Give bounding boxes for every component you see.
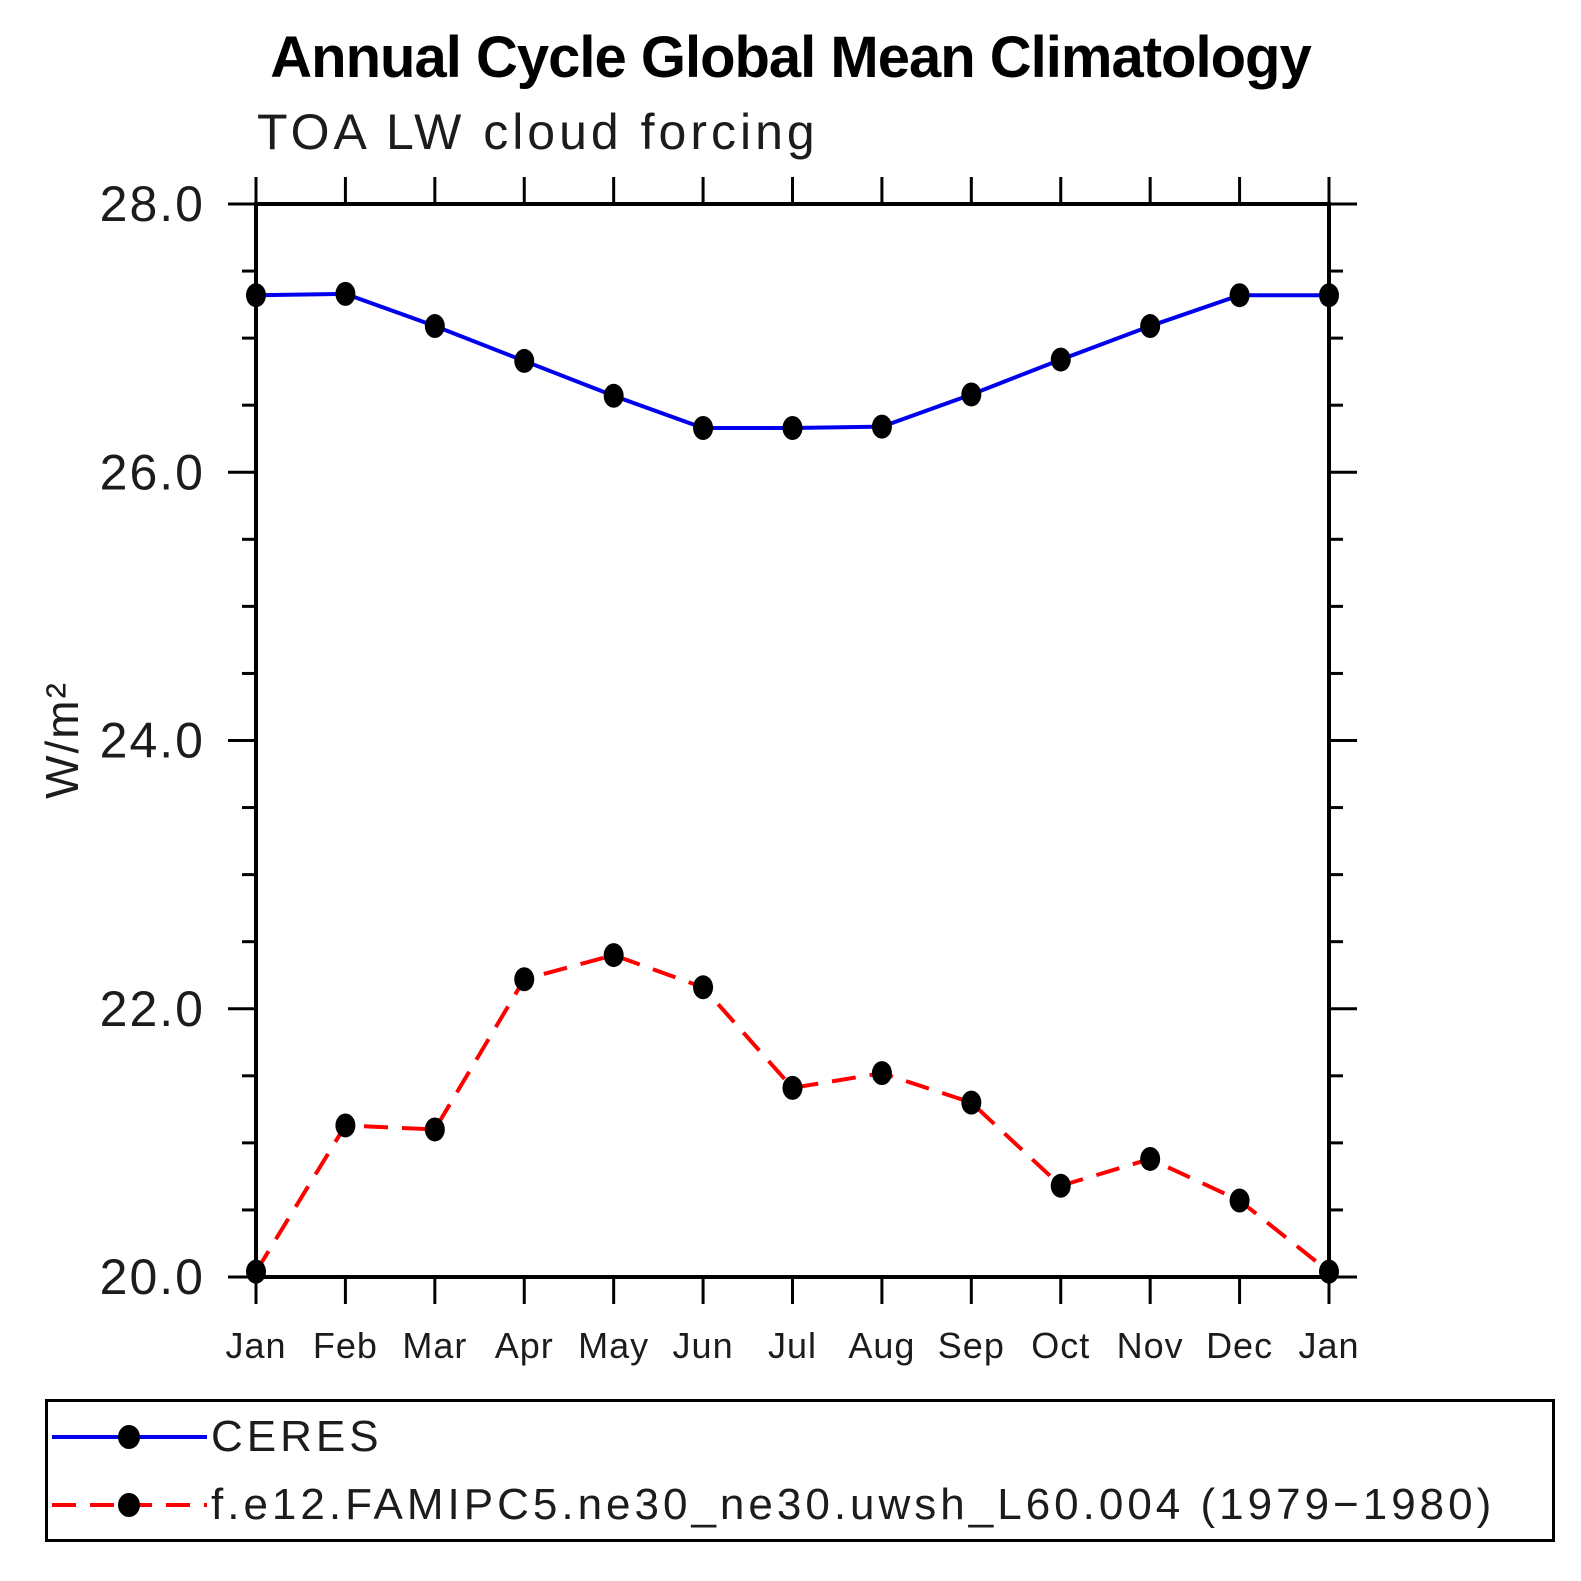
data-point-marker — [961, 1090, 982, 1115]
x-tick-label: Mar — [402, 1325, 467, 1366]
x-tick-label: Sep — [938, 1325, 1005, 1366]
x-tick-label: Apr — [495, 1325, 554, 1366]
y-tick-label: 28.0 — [100, 176, 205, 232]
x-tick-label: Dec — [1206, 1325, 1273, 1366]
y-tick-labels: 20.0 22.0 24.0 26.0 28.0 — [100, 176, 205, 1305]
data-point-marker — [514, 967, 535, 992]
data-point-marker — [335, 1113, 356, 1138]
series-ceres — [246, 281, 1339, 440]
x-tick-labels: Jan Feb Mar Apr May Jun Jul Aug Sep Oct Nov Dec Jan — [225, 1325, 1359, 1366]
data-point-marker — [424, 314, 445, 339]
data-point-marker — [1050, 347, 1071, 372]
series-model — [246, 943, 1339, 1284]
data-point-marker — [1229, 283, 1250, 308]
series-line — [254, 953, 1331, 1274]
data-point-marker — [1319, 1259, 1339, 1284]
legend-marker — [118, 1492, 140, 1517]
data-point-marker — [693, 975, 714, 1000]
legend-swatch-dashed-line — [52, 1492, 207, 1517]
legend-swatch-solid-line — [52, 1424, 207, 1449]
data-point-marker — [603, 383, 624, 408]
legend-marker — [118, 1424, 140, 1449]
data-point-marker — [693, 415, 714, 440]
data-point-marker — [603, 943, 624, 968]
legend-label-ceres: CERES — [211, 1411, 383, 1461]
plot-box — [254, 202, 1331, 1279]
legend: CERES f.e12.FAMIPC5.ne30_ne30.uwsh_L60.0… — [45, 1399, 1555, 1542]
data-point-marker — [782, 415, 803, 440]
x-tick-label: Jun — [673, 1325, 734, 1366]
data-point-marker — [246, 1259, 266, 1284]
x-tick-label: Aug — [848, 1325, 915, 1366]
data-point-marker — [1319, 283, 1339, 308]
x-tick-label: Jul — [768, 1325, 817, 1366]
data-point-marker — [1229, 1188, 1250, 1213]
y-tick-label: 26.0 — [100, 444, 205, 500]
data-point-marker — [424, 1117, 445, 1142]
chart-title: Annual Cycle Global Mean Climatology — [270, 25, 1311, 90]
data-point-marker — [335, 281, 356, 306]
data-point-marker — [514, 348, 535, 373]
data-point-marker — [1140, 1146, 1161, 1171]
data-point-marker — [246, 283, 266, 308]
x-tick-label: Nov — [1117, 1325, 1184, 1366]
data-point-marker — [961, 382, 982, 407]
x-tick-label: Jan — [225, 1325, 286, 1366]
data-point-marker — [1050, 1173, 1071, 1198]
y-tick-label: 24.0 — [100, 713, 205, 769]
y-tick-label: 20.0 — [100, 1249, 205, 1305]
x-tick-label: Feb — [313, 1325, 378, 1366]
data-point-marker — [782, 1075, 803, 1100]
chart-subtitle: TOA LW cloud forcing — [257, 104, 819, 160]
data-point-marker — [871, 1061, 892, 1086]
legend-label-model: f.e12.FAMIPC5.ne30_ne30.uwsh_L60.004 (19… — [211, 1479, 1496, 1529]
x-tick-label: Jan — [1298, 1325, 1359, 1366]
legend-item-model: f.e12.FAMIPC5.ne30_ne30.uwsh_L60.004 (19… — [50, 1475, 1552, 1535]
series-line — [255, 291, 1329, 430]
data-point-marker — [871, 414, 892, 439]
x-tick-label: Oct — [1031, 1325, 1090, 1366]
data-point-marker — [1140, 314, 1161, 339]
legend-item-ceres: CERES — [50, 1407, 1552, 1467]
axis-ticks — [228, 177, 1357, 1304]
y-tick-label: 22.0 — [100, 981, 205, 1037]
x-tick-label: May — [578, 1325, 649, 1366]
